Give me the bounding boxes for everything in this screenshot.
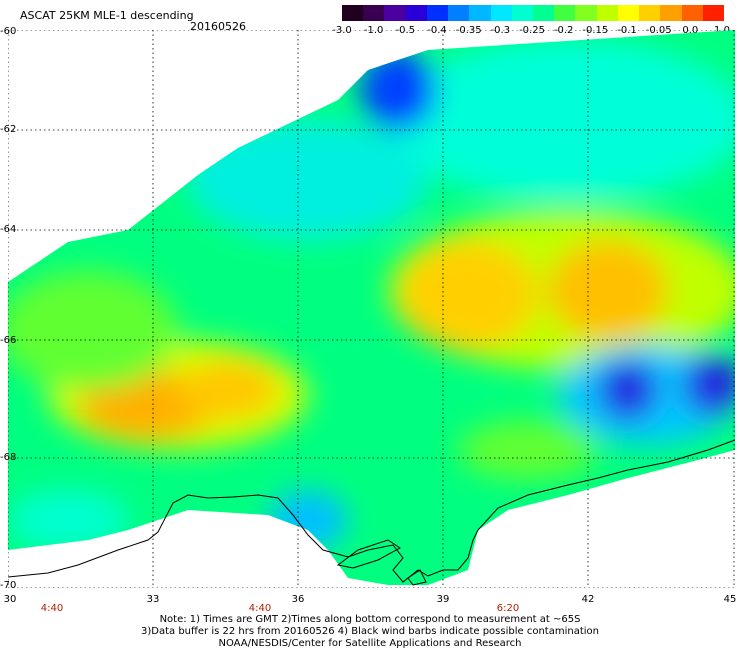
colorbar-swatch (490, 5, 512, 21)
colorbar-label: -1.0 (363, 25, 384, 36)
colorbar-swatch (469, 5, 491, 21)
colorbar-swatch (575, 5, 597, 21)
footnote-line-1: Note: 1) Times are GMT 2)Times along bot… (159, 614, 581, 625)
colorbar-label: -3.0 (332, 25, 352, 36)
colorbar-swatch (554, 5, 576, 21)
coastline (8, 439, 735, 586)
time-label: 6:20 (496, 603, 520, 614)
colorbar-swatch (532, 5, 555, 21)
footnote-line-2: 3)Data buffer is 22 hrs from 20160526 4)… (141, 626, 599, 637)
lon-label: 36 (291, 594, 305, 605)
colorbar-swatch (384, 5, 406, 21)
time-label: 4:40 (248, 603, 272, 614)
colorbar-label: -0.2 (553, 25, 574, 36)
colorbar-swatch (426, 5, 449, 21)
colorbar-label: 1.0 (714, 25, 730, 36)
colorbar-label: -0.1 (617, 25, 637, 36)
lon-label: 30 (3, 594, 17, 605)
colorbar-swatch (405, 5, 427, 21)
colorbar-swatch (342, 5, 364, 21)
colorbar-label: -0.15 (582, 25, 609, 36)
colorbar-swatch (660, 5, 682, 21)
lat-label: -68 (0, 452, 17, 463)
lon-label: 45 (723, 594, 737, 605)
grid-lines (8, 30, 735, 588)
lon-label: 39 (436, 594, 450, 605)
lon-label: 33 (146, 594, 160, 605)
colorbar-label: -0.25 (519, 25, 545, 36)
map-title: ASCAT 25KM MLE-1 descending (20, 9, 194, 22)
map-plot (8, 30, 735, 588)
colorbar (342, 5, 724, 21)
colorbar-label: -0.5 (395, 25, 416, 36)
map-date: 20160526 (190, 20, 246, 33)
footnote-line-3: NOAA/NESDIS/Center for Satellite Applica… (218, 638, 522, 649)
wind-swath (8, 30, 735, 585)
lat-label: -66 (0, 335, 17, 346)
colorbar-label: -0.35 (455, 25, 482, 36)
colorbar-label: -0.05 (645, 25, 672, 36)
footnotes: Note: 1) Times are GMT 2)Times along bot… (0, 614, 740, 650)
colorbar-label: 0.0 (682, 25, 699, 36)
lat-label: -64 (0, 224, 17, 235)
lat-label: -60 (0, 26, 17, 37)
lat-label: -70 (0, 580, 17, 591)
lat-label: -62 (0, 124, 17, 135)
colorbar-label: -0.3 (490, 25, 511, 36)
colorbar-swatch (363, 5, 385, 21)
colorbar-label: -0.4 (427, 25, 447, 36)
colorbar-swatch (448, 5, 470, 21)
colorbar-swatch (596, 5, 618, 21)
colorbar-swatch (639, 5, 661, 21)
lon-label: 42 (581, 594, 595, 605)
colorbar-swatch (681, 5, 703, 21)
colorbar-swatch (617, 5, 640, 21)
colorbar-swatch (702, 5, 724, 21)
colorbar-swatch (511, 5, 533, 21)
colorbar-labels: -3.0 -1.0 -0.5 -0.4 -0.35 -0.3 -0.25 -0.2 -0.15-… (320, 25, 740, 39)
time-label: 4:40 (40, 603, 64, 614)
